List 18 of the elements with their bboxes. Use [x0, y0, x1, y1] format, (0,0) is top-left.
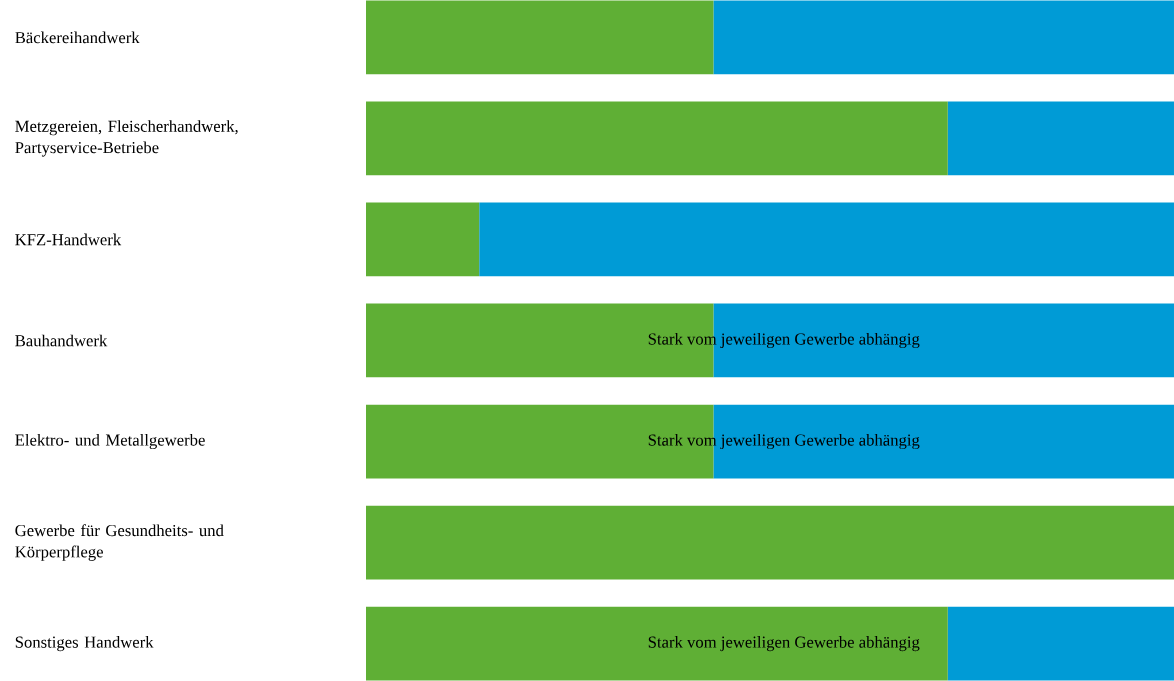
y-tick-label: Gewerbe für Gesundheits- und Körperpflege	[15, 524, 224, 561]
y-tick-label: Bäckereihandwerk	[15, 31, 140, 44]
bar	[479, 202, 1174, 277]
y-tick-label: Elektro- und Metallgewerbe	[15, 433, 205, 450]
y-tick-label: Bauhandwerk	[15, 334, 108, 347]
bar	[366, 202, 480, 277]
y-tick-label: Metzgereien, Fleischerhandwerk, Partyservice-Betriebe	[15, 120, 238, 157]
annotation: Stark vom jeweiligen Gewerbe abhängig	[648, 636, 920, 652]
bar	[366, 101, 948, 176]
bar	[947, 101, 1174, 176]
bar	[947, 606, 1174, 681]
bar	[366, 0, 714, 75]
bar	[366, 606, 948, 681]
bar	[713, 0, 1174, 75]
y-tick-label: KFZ-Handwerk	[15, 233, 122, 246]
bar	[366, 505, 1174, 580]
y-tick-label: Sonstiges Handwerk	[15, 636, 154, 652]
bar	[366, 404, 714, 479]
